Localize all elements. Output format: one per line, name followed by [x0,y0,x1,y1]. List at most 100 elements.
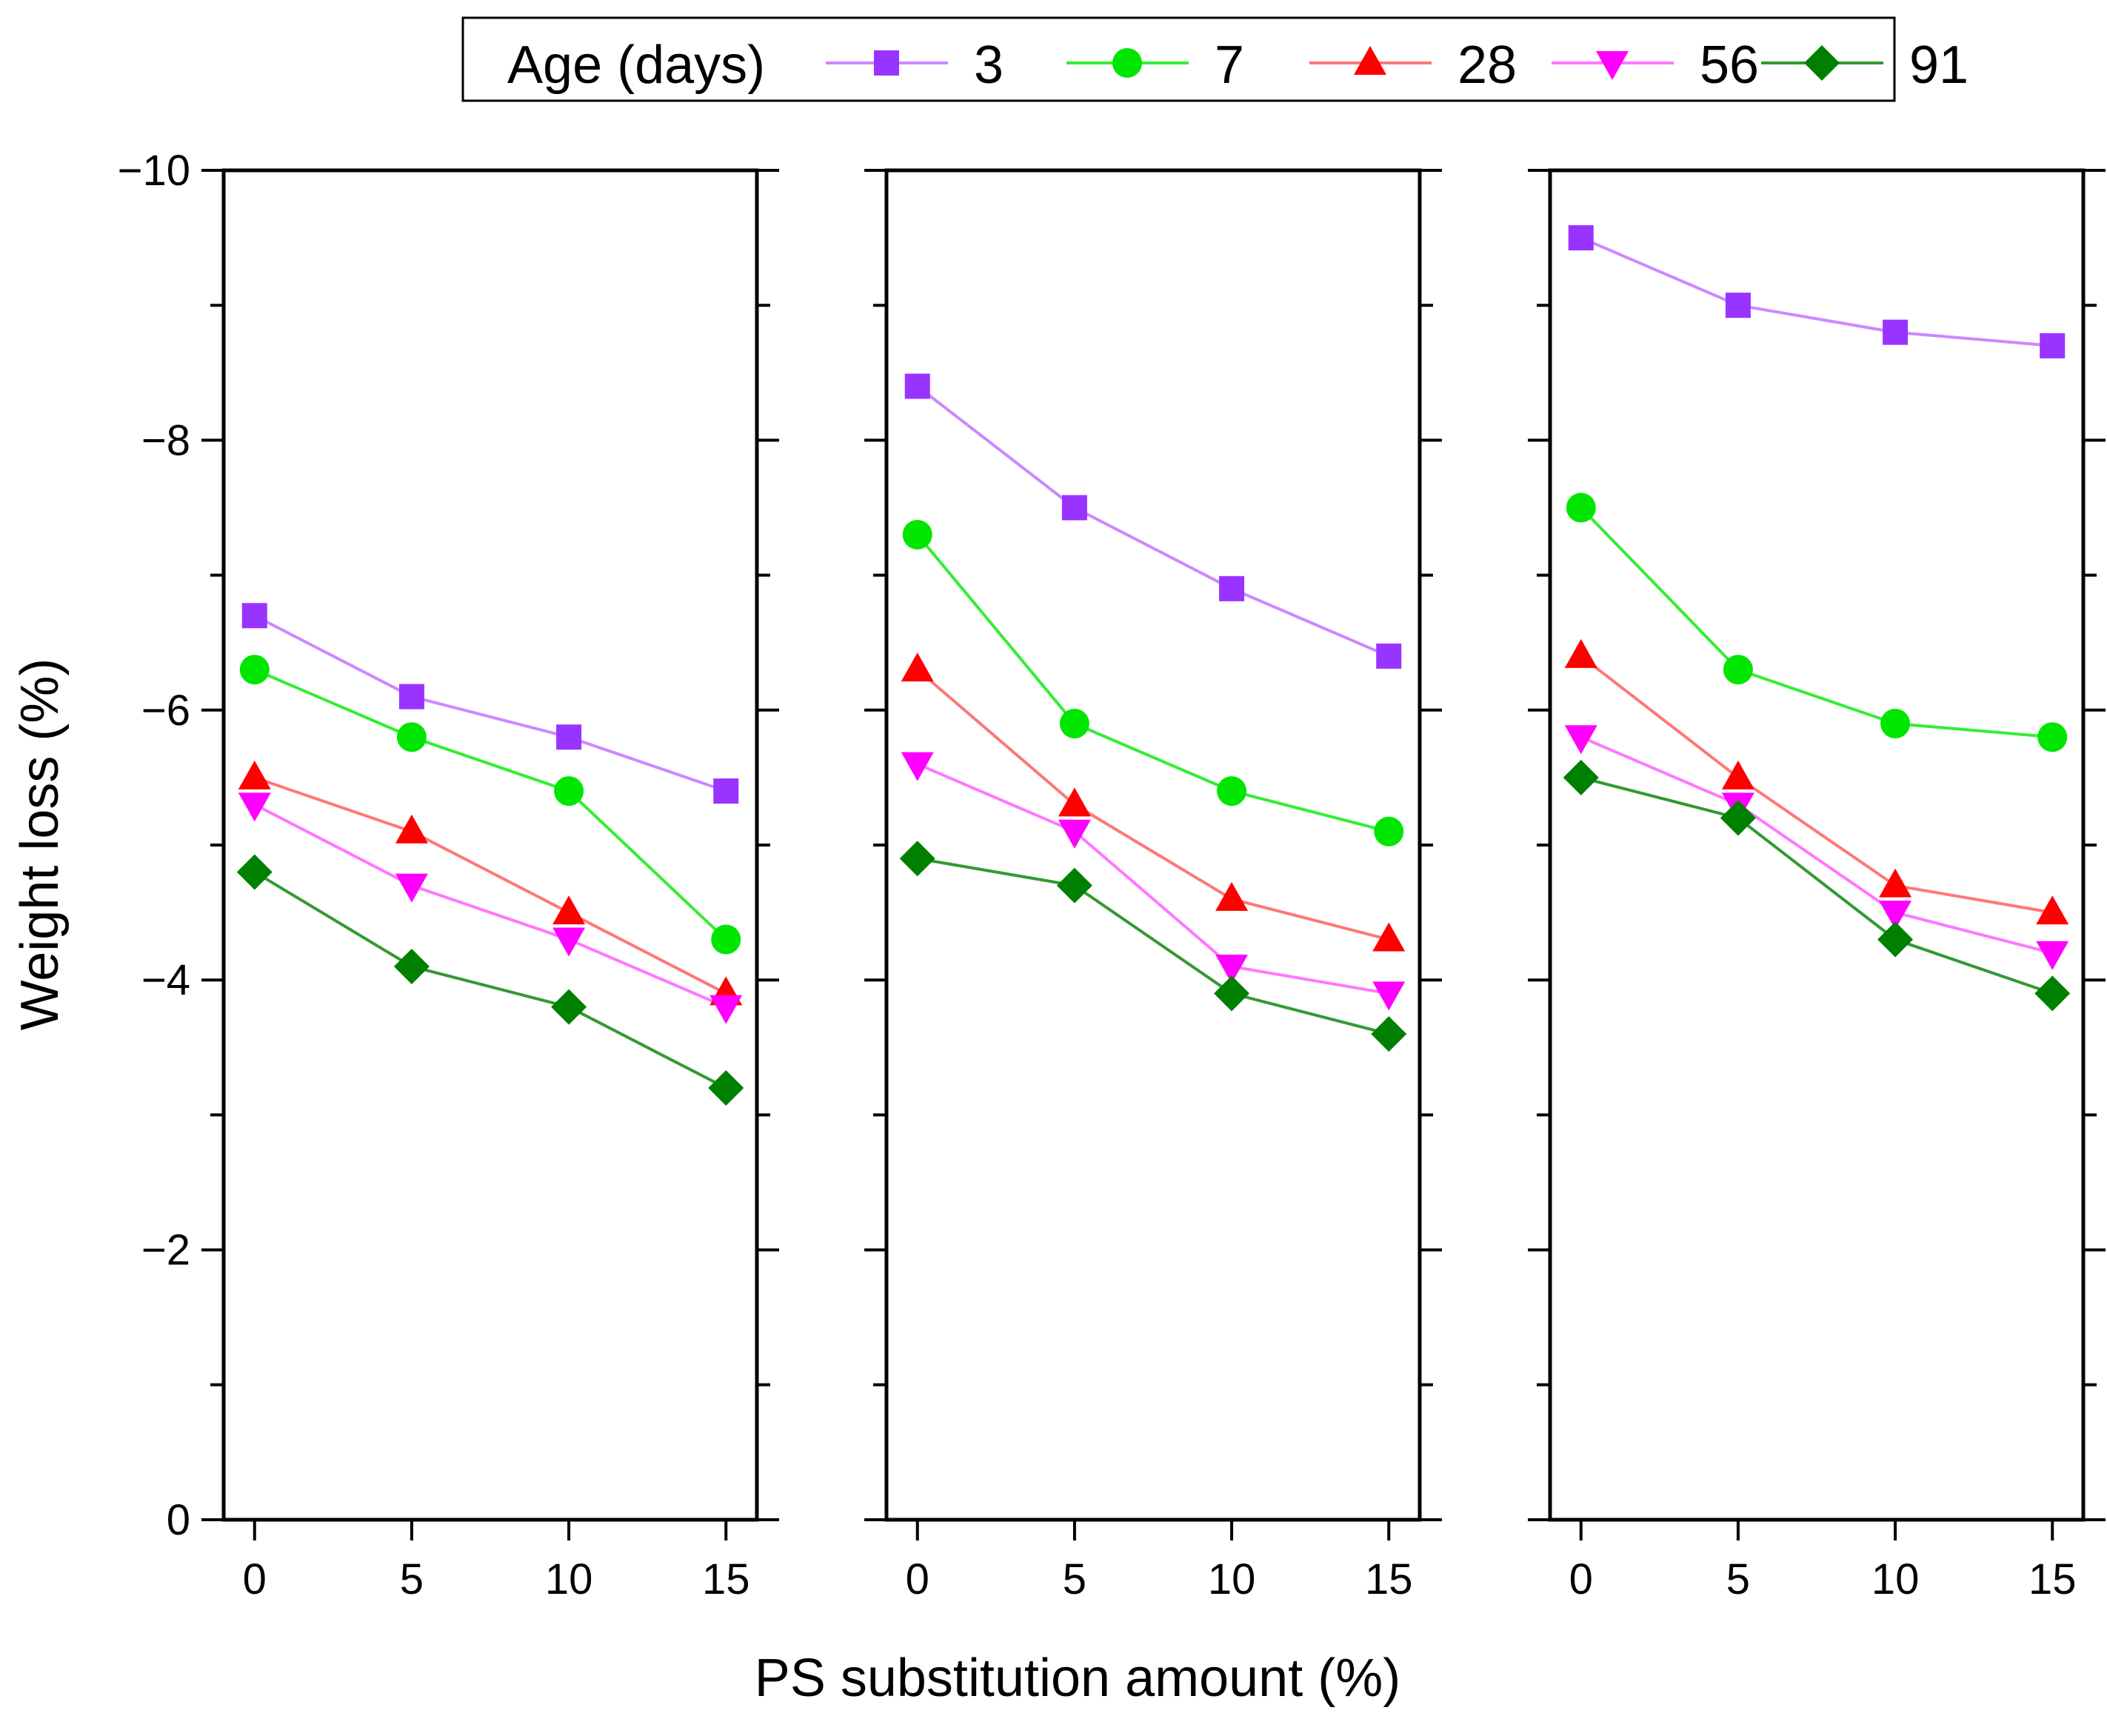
y-tick-label: −8 [141,416,190,464]
x-tick-label: 0 [906,1555,929,1603]
series-line-28 [254,776,727,995]
legend-entry-7: 7 [1066,36,1244,95]
data-point [2034,975,2071,1012]
x-tick-label: 5 [1726,1555,1750,1603]
data-point [711,924,741,955]
data-point [238,792,271,822]
legend-marker [1596,51,1629,80]
series-markers-3 [904,373,1402,669]
y-tick-label: −2 [141,1226,190,1275]
legend-entry-3: 3 [826,36,1004,95]
data-point [239,655,270,685]
legend-marker [874,50,899,76]
x-tick-label: 0 [1569,1555,1593,1603]
legend-box [461,16,1896,102]
series-markers-91 [1563,759,2071,1012]
legend-title: Age (days) [507,36,765,95]
panel-frame [884,168,1422,1522]
series-markers-3 [241,603,739,804]
series-line-56 [253,803,727,1009]
data-point [1723,655,1753,685]
data-point [1883,319,1909,345]
x-tick-label: 5 [1063,1555,1086,1603]
y-tick-label: 0 [167,1496,190,1544]
data-point [1215,954,1249,984]
data-point [713,778,739,804]
panel-1: 0 −2 −4 −6 −8 −10 0 5 10 15 [118,147,779,1603]
data-point [1215,881,1249,911]
x-tick-label: 15 [1365,1555,1413,1603]
series-markers-7 [902,519,1404,847]
legend-entry-28: 28 [1309,36,1517,95]
data-point [396,722,427,752]
data-point [241,603,267,629]
data-point [2037,722,2068,752]
chart-panels: 0 −2 −4 −6 −8 −10 0 5 10 15 0 5 10 15 0 5 10 15 [118,147,2106,1603]
legend-entry-56: 56 [1552,36,1759,95]
series-line-56 [916,762,1389,995]
series-line-3 [916,384,1390,658]
legend-marker [1804,45,1840,81]
series-line-3 [1580,236,2053,347]
data-point [1219,575,1245,601]
data-point [1217,776,1247,807]
data-point [904,373,930,399]
series-line-7 [916,533,1389,833]
data-point [236,854,273,890]
data-point [395,873,428,903]
data-point [1720,800,1756,836]
data-point [901,652,934,682]
legend-label: 56 [1700,36,1759,95]
y-tick-label: −10 [118,147,190,195]
panel-2: 0 5 10 15 [864,168,1442,1603]
data-point [1564,725,1597,755]
data-point [1059,709,1089,739]
data-point [709,995,743,1024]
data-point [1061,495,1087,521]
x-tick-label: 10 [1208,1555,1256,1603]
data-point [395,814,428,844]
data-point [554,776,584,807]
x-tick-label: 5 [400,1555,424,1603]
data-point [238,760,271,789]
data-point [398,684,424,710]
data-point [2036,895,2069,925]
legend-marker [1354,46,1386,75]
legend-entry-91: 91 [1761,36,1969,95]
series-line-28 [916,668,1389,941]
data-point [1563,759,1599,795]
data-point [899,841,935,877]
series-markers-3 [1568,225,2066,358]
data-point [1372,981,1406,1011]
series-markers-7 [239,655,741,955]
legend-label: 3 [974,36,1004,95]
series-line-91 [253,870,727,1089]
panel-3: 0 5 10 15 [1528,168,2106,1603]
x-tick-label: 10 [545,1555,593,1603]
legend: Age (days) 3 7 28 56 91 [461,16,1969,102]
data-point [1879,901,1912,930]
data-point [2040,333,2066,358]
series-line-91 [917,857,1389,1036]
x-tick-label: 10 [1871,1555,1920,1603]
data-point [552,895,586,925]
series-markers-91 [236,854,744,1106]
data-point [1371,1016,1407,1052]
data-point [1568,225,1594,251]
y-axis-title: Weight loss (%) [10,658,70,1031]
data-point [2036,941,2069,970]
x-axis-title: PS substitution amount (%) [755,1649,1400,1708]
x-tick-label: 15 [702,1555,750,1603]
data-point [552,927,586,957]
legend-label: 91 [1909,36,1969,95]
data-point [1721,760,1754,789]
data-point [1056,867,1092,904]
series-markers-28 [901,652,1406,952]
data-point [1058,819,1091,849]
data-point [708,1069,744,1106]
data-point [902,519,932,550]
y-tick-label: −4 [141,956,190,1004]
series-markers-91 [899,841,1407,1052]
data-point [1880,709,1911,739]
legend-label: 7 [1215,36,1244,95]
